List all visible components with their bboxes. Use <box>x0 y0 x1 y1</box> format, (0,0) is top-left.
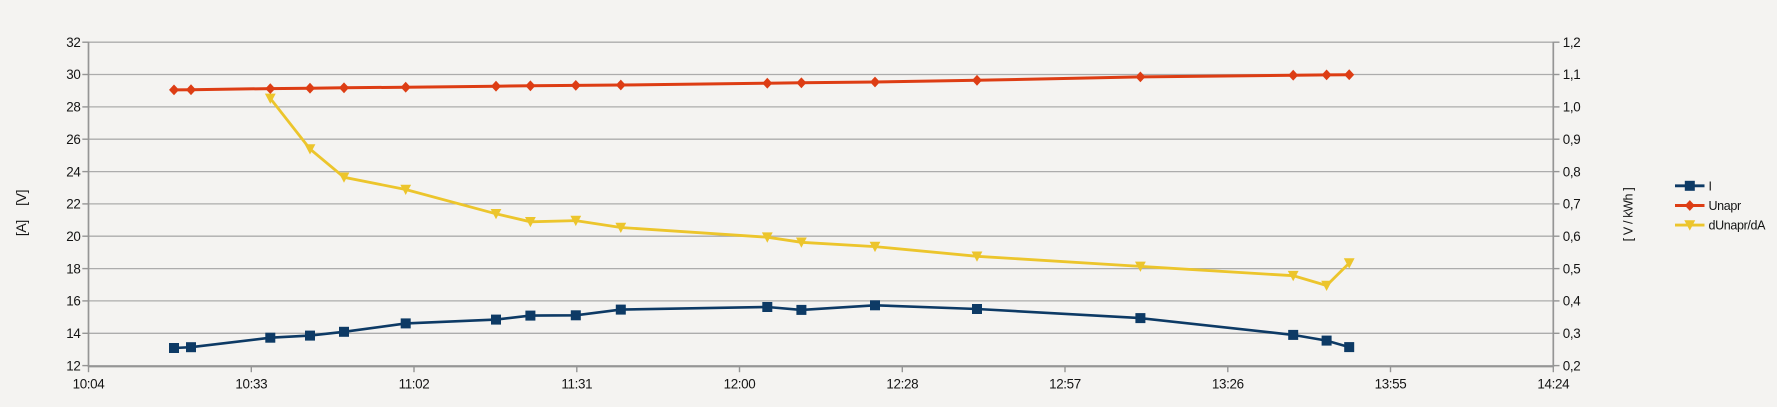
svg-text:13:55: 13:55 <box>1375 377 1407 392</box>
svg-text:12:28: 12:28 <box>886 377 918 392</box>
svg-text:1,1: 1,1 <box>1563 67 1581 82</box>
svg-text:11:02: 11:02 <box>399 377 430 392</box>
svg-text:10:33: 10:33 <box>235 377 267 392</box>
svg-text:16: 16 <box>66 294 80 309</box>
svg-text:20: 20 <box>66 229 80 244</box>
svg-text:I: I <box>1709 179 1712 193</box>
svg-text:0,2: 0,2 <box>1563 358 1581 373</box>
svg-text:Unapr: Unapr <box>1709 199 1741 213</box>
svg-text:28: 28 <box>66 100 80 115</box>
svg-text:0,7: 0,7 <box>1563 197 1581 212</box>
svg-text:12:57: 12:57 <box>1049 377 1081 392</box>
svg-text:0,5: 0,5 <box>1563 261 1581 276</box>
svg-text:[A] [V]: [A] [V] <box>13 190 29 236</box>
svg-text:[ V / kWh ]: [ V / kWh ] <box>1622 188 1636 242</box>
svg-text:26: 26 <box>66 132 80 147</box>
svg-text:11:31: 11:31 <box>561 377 592 392</box>
svg-text:22: 22 <box>66 197 80 212</box>
svg-text:0,4: 0,4 <box>1563 294 1581 309</box>
svg-text:14:24: 14:24 <box>1537 377 1570 392</box>
svg-text:12:00: 12:00 <box>724 377 756 392</box>
svg-text:0,6: 0,6 <box>1563 229 1581 244</box>
svg-text:18: 18 <box>66 261 80 276</box>
svg-text:13:26: 13:26 <box>1212 377 1244 392</box>
svg-text:24: 24 <box>66 164 81 179</box>
svg-text:30: 30 <box>66 67 80 82</box>
svg-text:1,0: 1,0 <box>1563 100 1581 115</box>
svg-text:0,9: 0,9 <box>1563 132 1581 147</box>
svg-text:10:04: 10:04 <box>73 377 106 392</box>
svg-text:14: 14 <box>66 326 81 341</box>
svg-text:0,8: 0,8 <box>1563 164 1581 179</box>
svg-text:0,3: 0,3 <box>1563 326 1581 341</box>
svg-text:12: 12 <box>66 358 80 373</box>
svg-text:1,2: 1,2 <box>1563 35 1581 50</box>
svg-text:32: 32 <box>66 35 80 50</box>
svg-text:dUnapr/dA: dUnapr/dA <box>1709 219 1767 233</box>
